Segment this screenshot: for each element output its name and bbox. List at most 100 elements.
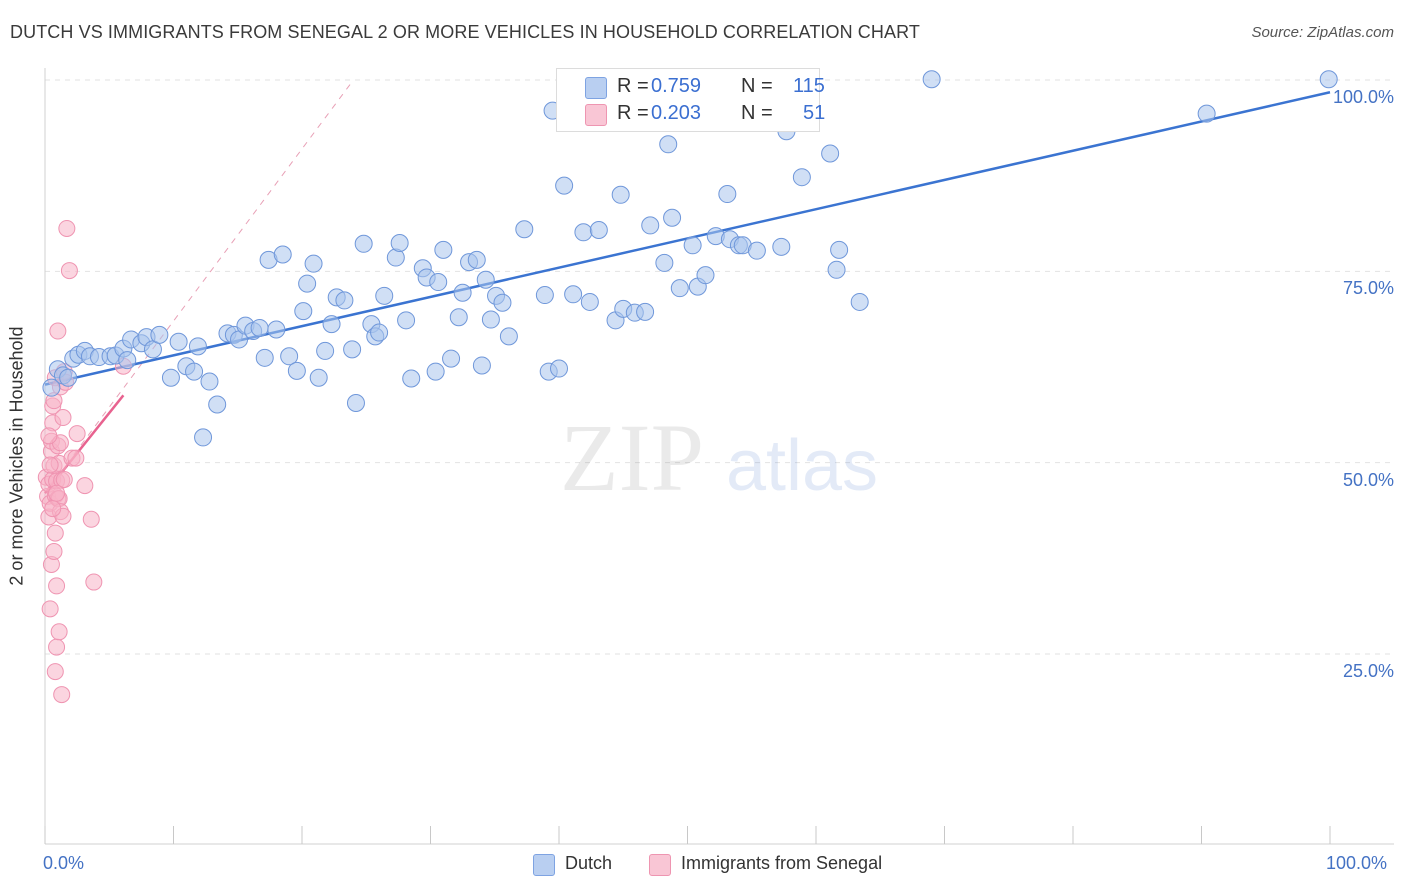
senegal-point — [40, 427, 58, 445]
dutch-point — [255, 348, 274, 367]
dutch-point — [343, 340, 362, 359]
axes — [44, 68, 1394, 845]
r-value: 0.759 — [651, 75, 702, 97]
senegal-point — [85, 573, 103, 591]
watermark: ZIP atlas — [560, 404, 878, 511]
dutch-swatch — [533, 854, 555, 876]
senegal-point — [68, 425, 86, 443]
dutch-point — [354, 234, 373, 253]
dutch-point — [287, 361, 306, 380]
senegal-points — [37, 219, 132, 704]
dutch-point — [747, 241, 766, 260]
dutch-point — [670, 279, 689, 298]
dutch-point — [535, 286, 554, 305]
dutch-point — [316, 341, 335, 360]
dutch-point — [346, 393, 365, 412]
senegal-point — [82, 510, 100, 528]
senegal-point — [60, 262, 78, 280]
senegal-point — [46, 663, 64, 681]
dutch-point — [42, 378, 61, 397]
dutch-point — [335, 291, 354, 310]
senegal-point — [48, 638, 66, 656]
y-tick-label: 50.0% — [1342, 469, 1394, 490]
dutch-point — [429, 273, 448, 292]
dutch-point — [555, 176, 574, 195]
x-tick-label-max: 100.0% — [1326, 853, 1388, 873]
senegal-point — [50, 623, 68, 641]
watermark-atlas: atlas — [726, 426, 878, 506]
dutch-point — [1319, 70, 1338, 89]
dutch-point — [188, 337, 207, 356]
senegal-point — [58, 219, 76, 237]
senegal-point — [41, 456, 59, 474]
y-tick-label: 25.0% — [1342, 661, 1394, 681]
senegal-point — [49, 322, 67, 340]
dutch-point — [304, 254, 323, 273]
dutch-point — [718, 185, 737, 204]
dutch-point — [161, 368, 180, 387]
dutch-point — [641, 216, 660, 235]
r-value: 0.203 — [651, 102, 702, 124]
senegal-point — [53, 686, 71, 704]
r-label: R = — [617, 75, 649, 97]
n-label: N = — [741, 102, 773, 124]
dutch-point — [589, 221, 608, 240]
gridlines — [45, 79, 1394, 655]
dutch-point — [370, 323, 389, 342]
dutch-point — [322, 315, 341, 334]
dutch-point — [696, 266, 715, 285]
dutch-point — [564, 285, 583, 304]
dutch-point — [499, 327, 518, 346]
dutch-point — [169, 332, 188, 351]
dutch-point — [273, 245, 292, 264]
r-label: R = — [617, 102, 649, 124]
y-tick-label: 100.0% — [1332, 87, 1394, 107]
legend-label-dutch: Dutch — [565, 853, 613, 873]
senegal-swatch — [585, 104, 607, 126]
n-label: N = — [741, 75, 773, 97]
chart-title: DUTCH VS IMMIGRANTS FROM SENEGAL 2 OR MO… — [10, 22, 920, 42]
dutch-point — [830, 240, 849, 259]
dutch-point — [659, 135, 678, 154]
dutch-point — [550, 359, 568, 378]
dutch-point — [792, 168, 811, 187]
n-value: 115 — [793, 75, 825, 97]
dutch-point — [208, 395, 227, 414]
dutch-points — [42, 70, 1338, 447]
dutch-point — [397, 311, 416, 330]
watermark-zip: ZIP — [560, 404, 704, 511]
dutch-point — [442, 349, 461, 368]
dutch-point — [250, 318, 269, 337]
dutch-point — [472, 356, 491, 375]
dutch-point — [772, 237, 791, 256]
senegal-swatch — [649, 854, 671, 876]
senegal-point — [48, 577, 66, 595]
dutch-point — [434, 240, 453, 259]
dutch-point — [426, 362, 445, 381]
dutch-point — [390, 234, 409, 253]
senegal-point — [46, 524, 64, 542]
senegal-point — [45, 542, 63, 560]
dutch-point — [580, 292, 599, 311]
senegal-point — [55, 471, 73, 489]
dutch-point — [118, 351, 137, 370]
dutch-point — [1197, 104, 1216, 123]
senegal-point — [48, 484, 66, 502]
dutch-point — [827, 260, 846, 279]
dutch-point — [850, 292, 869, 311]
dutch-point — [453, 283, 472, 302]
dutch-point — [515, 220, 534, 239]
dutch-point — [59, 368, 78, 387]
dutch-swatch — [585, 77, 607, 99]
legend-label-senegal: Immigrants from Senegal — [681, 853, 883, 873]
dutch-point — [402, 369, 421, 388]
dutch-point — [298, 274, 317, 293]
senegal-point — [67, 449, 85, 467]
n-value: 51 — [803, 102, 826, 124]
dutch-point — [476, 270, 495, 289]
dutch-point — [683, 236, 702, 255]
dutch-point — [150, 325, 169, 344]
dutch-point — [309, 368, 328, 387]
x-tick-label-min: 0.0% — [43, 853, 85, 873]
